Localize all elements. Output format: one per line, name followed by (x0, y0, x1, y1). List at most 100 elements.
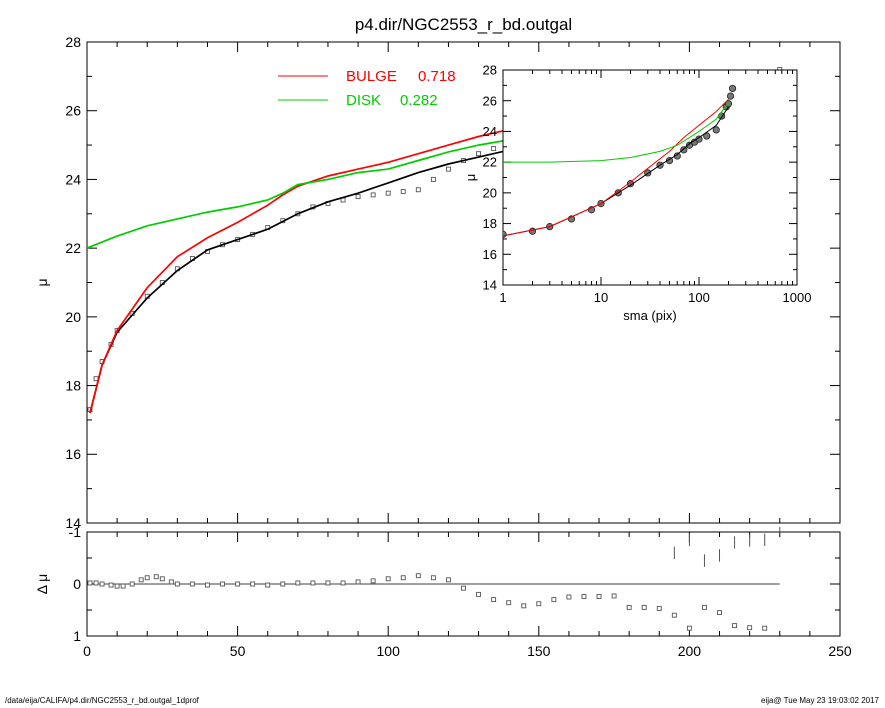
legend-value-bulge: 0.718 (418, 68, 456, 85)
residual-point-residual (168, 579, 174, 585)
residual-y-axis-label: Δ μ (34, 574, 50, 595)
main-point-data (491, 146, 497, 151)
residual-point-residual (717, 610, 722, 616)
inset-point-data (665, 157, 674, 165)
residual-point-residual (566, 594, 572, 600)
residual-point-residual (99, 581, 105, 587)
residual-point-residual (295, 580, 301, 586)
residual-y-tick-label: 1 (73, 628, 81, 644)
residual-point-residual (340, 580, 346, 586)
inset-x-tick-label: 1000 (783, 290, 812, 305)
residual-point-residual (400, 575, 406, 581)
residual-point-residual (87, 580, 93, 586)
main-point-data (400, 189, 406, 194)
residual-point-residual (385, 576, 391, 582)
inset-background (503, 70, 797, 285)
main-point-data (385, 190, 391, 196)
residual-point-residual (159, 576, 165, 582)
main-y-tick-label: 16 (65, 446, 81, 462)
inset-line-bulge (503, 98, 729, 237)
residual-point-residual (732, 623, 738, 629)
inset-point-data (726, 92, 735, 100)
inset-point-data (528, 227, 537, 235)
residual-point-residual (220, 581, 225, 587)
inset-point-data (703, 132, 711, 140)
inset-point-data (728, 84, 737, 93)
residual-point-residual (521, 603, 527, 609)
residual-x-tick-label: 100 (377, 643, 401, 659)
residual-point-residual (129, 581, 135, 587)
residual-point-residual (611, 593, 617, 599)
inset-y-tick-label: 22 (483, 155, 497, 170)
inset-point-data (626, 180, 635, 188)
residual-y-tick-label: 0 (73, 576, 81, 592)
residual-point-residual (189, 581, 195, 587)
main-y-tick-label: 26 (65, 103, 81, 119)
residual-x-tick-label: 150 (527, 643, 551, 659)
chart-title: p4.dir/NGC2553_r_bd.outgal (355, 15, 572, 34)
residual-point-residual (93, 580, 99, 586)
residual-point-residual (430, 575, 436, 581)
residual-point-residual (671, 612, 677, 618)
main-point-data (370, 192, 376, 198)
residual-point-residual (551, 597, 557, 603)
footer-timestamp: eija@ Tue May 23 19:03:02 2017 (761, 696, 879, 705)
inset-point-data (503, 230, 507, 238)
residual-point-residual (250, 581, 256, 587)
residual-x-tick-label: 250 (828, 643, 852, 659)
residual-x-tick-label: 200 (678, 643, 702, 659)
inset-x-tick-label: 10 (594, 290, 608, 305)
inset-y-tick-label: 18 (483, 216, 497, 231)
residual-point-residual (355, 579, 361, 585)
main-point-data (430, 176, 436, 182)
inset-y-tick-label: 14 (483, 278, 497, 293)
residual-point-residual (491, 597, 497, 603)
inset-y-tick-label: 24 (483, 124, 497, 139)
residual-point-residual (626, 604, 632, 610)
inset-y-tick-label: 20 (483, 185, 497, 200)
residual-point-residual (506, 600, 512, 606)
inset-panel: 1 10 100 1000 14 16 18 20 22 24 26 28 sma (pix) μ (463, 63, 811, 323)
residual-point-residual (325, 580, 331, 586)
main-y-tick-label: 14 (65, 515, 81, 531)
residual-point-residual (235, 581, 241, 587)
residual-point-residual (108, 582, 114, 588)
main-point-data (355, 194, 361, 200)
inset-y-tick-label: 26 (483, 93, 497, 108)
residual-point-residual (445, 577, 451, 583)
inset-point-data (712, 126, 720, 134)
residual-point-residual (138, 577, 144, 583)
residual-point-residual (641, 604, 647, 610)
inset-x-axis-label: sma (pix) (623, 308, 676, 323)
residual-point-residual (144, 575, 150, 581)
residual-point-residual (153, 574, 159, 580)
residual-plot-area (87, 573, 780, 631)
legend-label-disk: DISK (346, 92, 381, 109)
inset-y-tick-label: 16 (483, 247, 497, 262)
residual-point-residual (120, 583, 126, 589)
main-y-axis-label: μ (34, 278, 50, 286)
main-point-data (476, 151, 482, 157)
inset-plot-area (503, 84, 737, 238)
legend-label-bulge: BULGE (346, 68, 397, 85)
residual-point-residual (114, 583, 120, 589)
residual-point-residual (370, 578, 376, 584)
residual-x-tick-label: 50 (230, 643, 246, 659)
residual-x-tick-label: 0 (83, 643, 91, 659)
inset-line-disk (503, 102, 729, 163)
residual-point-residual (461, 585, 466, 591)
main-point-data (445, 166, 451, 172)
main-y-tick-label: 22 (65, 240, 81, 256)
residual-point-residual (702, 604, 707, 610)
inset-y-axis-label: μ (463, 174, 478, 182)
inset-x-tick-label: 1 (499, 290, 506, 305)
main-point-data (415, 187, 421, 193)
residual-point-residual (415, 573, 421, 579)
residual-point-residual (762, 625, 768, 631)
main-y-tick-label: 20 (65, 309, 81, 325)
main-y-tick-label: 18 (65, 377, 81, 393)
inset-y-tick-label: 28 (483, 63, 497, 78)
main-y-tick-label: 24 (65, 171, 81, 187)
inset-x-tick-label: 100 (688, 290, 710, 305)
